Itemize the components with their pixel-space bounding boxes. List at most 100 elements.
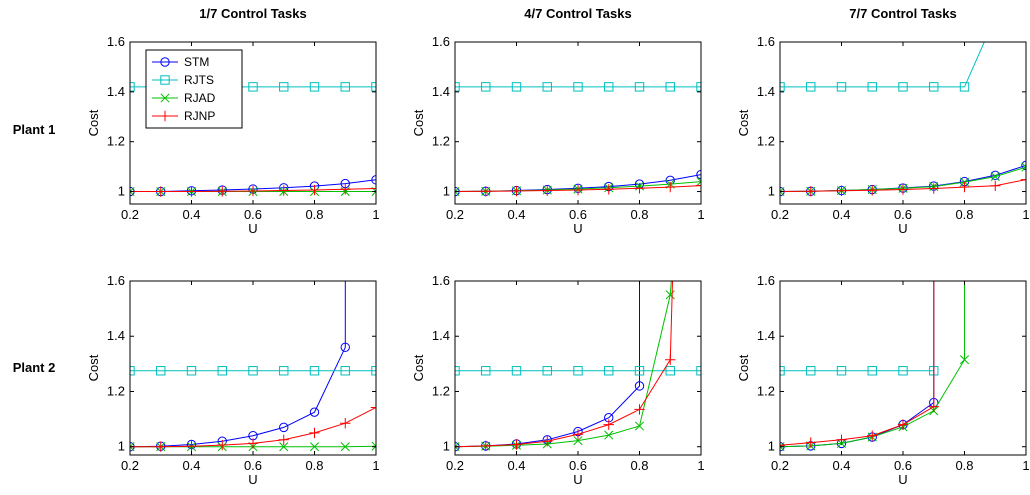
marker-rjts — [780, 82, 785, 92]
y-tick-label: 1.2 — [757, 134, 775, 149]
marker-rjnp — [695, 180, 701, 191]
x-tick-label: 0.4 — [507, 458, 525, 473]
marker-rjad — [309, 442, 320, 452]
marker-rjnp — [634, 183, 645, 194]
marker-rjnp — [247, 438, 259, 449]
series-line-stm — [780, 281, 935, 448]
y-tick-label: 1 — [443, 439, 450, 454]
marker-rjad — [455, 442, 460, 452]
marker-rjnp — [278, 185, 289, 196]
marker-rjad — [959, 355, 970, 365]
marker-rjts — [186, 366, 197, 376]
marker-rjts — [542, 82, 552, 92]
x-tick-label: 0.4 — [182, 458, 200, 473]
y-tick-label: 1.4 — [107, 84, 125, 99]
series-group — [780, 42, 1026, 197]
marker-rjnp — [867, 185, 878, 196]
x-tick-label: 1 — [1022, 207, 1029, 222]
marker-rjts — [511, 82, 522, 92]
marker-rjad — [130, 186, 135, 197]
x-tick-label: 0.6 — [894, 458, 912, 473]
y-axis-label: Cost — [411, 354, 426, 381]
y-tick-label: 1.4 — [757, 328, 775, 343]
marker-rjnp — [217, 439, 228, 451]
x-tick-label: 0.6 — [569, 207, 587, 222]
marker-rjnp — [836, 434, 847, 446]
marker-rjnp — [959, 181, 970, 193]
x-tick-label: 1 — [697, 207, 704, 222]
marker-rjad — [279, 442, 289, 452]
series-line-rjad — [780, 281, 965, 448]
marker-rjnp — [897, 419, 909, 430]
x-tick-label: 0.8 — [630, 458, 648, 473]
legend-marker-rjad — [160, 93, 170, 103]
series-group — [130, 281, 376, 452]
series-line-rjnp — [780, 281, 935, 446]
marker-rjnp — [511, 185, 522, 197]
series-group — [780, 281, 970, 452]
axes-box — [129, 280, 377, 456]
marker-rjts — [573, 82, 583, 92]
marker-stm — [340, 342, 350, 352]
marker-rjts — [959, 82, 970, 92]
subplot-1: 0.2 0.4 0.6 0.8 1 1 1.2 1.4 1.6 U Cost STM RJTS RJAD R… — [86, 34, 380, 236]
marker-rjts — [340, 366, 350, 376]
marker-stm — [279, 422, 289, 433]
y-tick-label: 1 — [118, 439, 125, 454]
legend-marker-rjnp — [159, 110, 171, 122]
marker-rjnp — [780, 440, 786, 451]
marker-rjad — [455, 186, 460, 197]
marker-rjnp — [247, 185, 259, 197]
marker-rjts — [309, 366, 320, 376]
x-axis-label: U — [573, 221, 582, 236]
marker-stm — [309, 407, 320, 417]
x-tick-label: 0.2 — [771, 207, 789, 222]
marker-rjnp — [278, 434, 289, 446]
y-tick-label: 1.6 — [757, 273, 775, 288]
y-tick-label: 1.4 — [432, 84, 450, 99]
marker-rjnp — [836, 185, 847, 196]
marker-rjts — [604, 82, 614, 92]
legend-label-rjnp: RJNP — [184, 109, 215, 123]
x-tick-label: 0.2 — [446, 207, 464, 222]
x-tick-label: 0.2 — [771, 458, 789, 473]
subplot-4: 0.2 0.4 0.6 0.8 1 1 1.2 1.4 1.6 U Cost — [86, 273, 380, 487]
y-tick-label: 1.2 — [432, 134, 450, 149]
marker-rjad — [634, 421, 645, 431]
marker-rjts — [248, 82, 258, 92]
legend-label-rjts: RJTS — [184, 73, 214, 87]
marker-rjad — [696, 177, 701, 187]
marker-rjts — [248, 366, 258, 376]
subplot-2: 0.2 0.4 0.6 0.8 1 1 1.2 1.4 1.6 U Cost — [411, 34, 705, 236]
marker-rjts — [604, 366, 614, 376]
marker-rjts — [665, 366, 675, 376]
y-tick-label: 1.2 — [107, 383, 125, 398]
y-tick-label: 1.4 — [757, 84, 775, 99]
x-tick-label: 0.6 — [894, 207, 912, 222]
marker-rjad — [371, 441, 376, 451]
y-tick-label: 1 — [443, 184, 450, 199]
y-axis-label: Cost — [86, 354, 101, 381]
marker-rjts — [309, 82, 320, 92]
marker-stm — [634, 381, 645, 391]
marker-rjnp — [186, 440, 197, 452]
subplot-6: 0.2 0.4 0.6 0.8 1 1 1.2 1.4 1.6 U Cost — [736, 273, 1030, 487]
marker-rjts — [634, 366, 645, 376]
marker-rjts — [455, 366, 460, 376]
marker-rjad — [1021, 162, 1026, 172]
series-line-rjad — [455, 281, 672, 448]
series-line-rjts — [780, 42, 985, 88]
marker-rjnp — [572, 184, 584, 196]
marker-rjnp — [217, 186, 228, 197]
subplot-3: 0.2 0.4 0.6 0.8 1 1 1.2 1.4 1.6 U Cost — [736, 34, 1030, 236]
x-tick-label: 1 — [372, 458, 379, 473]
x-axis-label: U — [898, 472, 907, 487]
marker-rjts — [279, 366, 289, 376]
marker-rjad — [130, 442, 135, 452]
series-line-stm — [130, 281, 346, 448]
y-tick-label: 1.4 — [107, 328, 125, 343]
legend: STM RJTS RJAD RJNP — [145, 49, 243, 129]
x-tick-label: 0.8 — [955, 207, 973, 222]
x-tick-label: 0.8 — [630, 207, 648, 222]
